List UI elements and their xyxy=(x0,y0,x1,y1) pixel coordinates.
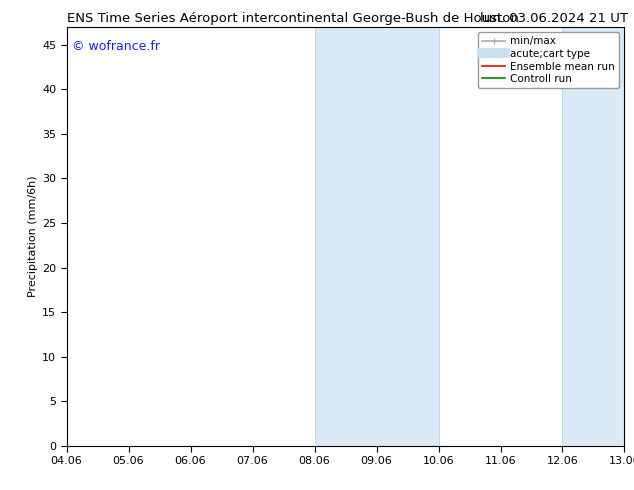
Y-axis label: Precipitation (mm/6h): Precipitation (mm/6h) xyxy=(28,175,38,297)
Bar xyxy=(314,27,439,446)
Legend: min/max, acute;cart type, Ensemble mean run, Controll run: min/max, acute;cart type, Ensemble mean … xyxy=(478,32,619,88)
Text: ENS Time Series Aéroport intercontinental George-Bush de Houston: ENS Time Series Aéroport intercontinenta… xyxy=(67,12,519,25)
Text: lun. 03.06.2024 21 UT: lun. 03.06.2024 21 UT xyxy=(480,12,628,25)
Text: © wofrance.fr: © wofrance.fr xyxy=(72,40,160,52)
Bar xyxy=(562,27,624,446)
